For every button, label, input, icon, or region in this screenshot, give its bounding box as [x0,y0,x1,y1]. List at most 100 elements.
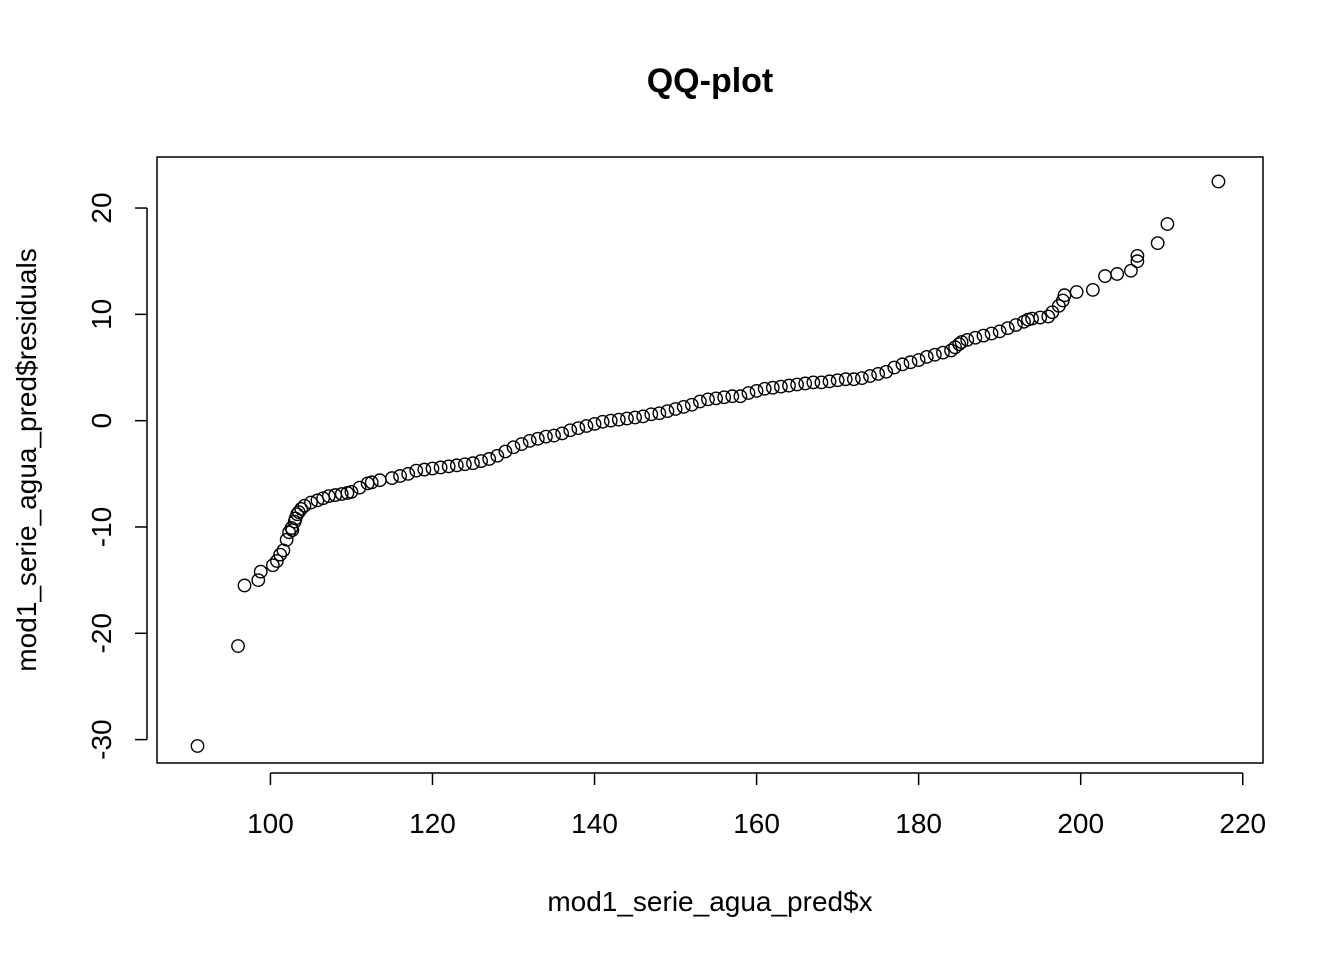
data-point [530,431,545,446]
y-tick-label: 10 [86,299,117,330]
data-point [265,558,280,573]
data-point [1000,321,1015,336]
data-point [276,543,291,558]
data-point [1069,285,1084,299]
x-tick-label: 180 [895,808,942,839]
y-tick-label: 20 [86,192,117,223]
data-point [927,347,942,362]
data-point [304,495,318,510]
data-point [514,437,529,451]
data-point [1045,305,1060,320]
data-point [879,364,894,379]
data-point [1008,318,1023,332]
data-point [741,386,756,400]
data-point [871,366,886,381]
y-tick-label: -30 [86,719,117,759]
data-point [774,379,788,394]
data-point [595,414,610,429]
data-point [636,409,651,424]
data-point [1130,248,1145,263]
data-point [992,324,1007,339]
data-point [482,452,497,466]
data-point [449,458,464,473]
data-point [364,475,379,490]
data-point [522,433,537,448]
data-point [822,374,837,389]
data-point [401,466,416,481]
data-point [270,554,284,568]
data-point [425,461,440,476]
data-point [506,440,521,455]
data-point [466,456,480,471]
data-point [1130,254,1145,269]
data-point [936,345,950,360]
data-point [409,463,424,478]
data-point [895,357,910,372]
data-point [284,521,299,535]
data-point [340,486,355,500]
data-point [251,573,266,588]
x-tick-label: 160 [733,808,780,839]
data-point [321,489,336,504]
data-point [587,416,602,431]
data-point [539,429,553,444]
data-point [765,380,780,395]
data-point [855,371,869,386]
data-point [944,343,958,358]
data-point [863,369,877,383]
data-point [790,377,804,392]
data-point [798,376,813,391]
data-point [903,355,918,370]
data-point [474,454,488,468]
data-point [782,378,796,393]
data-point [628,410,642,425]
data-point [911,353,926,367]
data-point [385,471,399,485]
y-tick-label: -20 [86,613,117,653]
data-point [644,407,659,422]
data-point [984,326,999,341]
data-point [692,394,707,409]
data-point [563,423,578,438]
data-point [952,337,967,352]
data-points [190,174,1226,753]
data-point [555,426,570,441]
data-point [231,639,245,653]
data-point [709,391,723,406]
data-point [660,404,675,418]
data-point [668,402,683,416]
data-point [490,448,505,463]
data-point [603,413,618,428]
data-point [393,469,407,483]
data-point [948,340,962,355]
data-point [838,372,853,387]
y-axis: -30 -20 -10 0 10 20 [86,192,148,760]
data-point [725,389,740,404]
data-point [887,360,902,375]
data-point [1041,309,1056,324]
data-point [919,349,934,364]
data-point [1150,236,1165,251]
data-point [457,457,472,472]
y-tick-label: -10 [86,507,117,547]
data-point [1085,282,1100,297]
plot-frame [156,156,1264,764]
data-point [334,487,349,501]
x-tick-label: 220 [1219,808,1266,839]
data-point [316,491,330,506]
data-point [372,473,387,488]
data-point [960,332,975,347]
data-point [701,392,715,407]
data-point [1124,263,1138,278]
data-point [968,330,983,345]
x-tick-label: 140 [571,808,618,839]
y-axis-label: mod1_serie_agua_pred$residuals [11,248,42,671]
data-point [433,460,448,475]
data-point [620,411,634,426]
data-point [417,462,432,477]
data-point [1017,314,1031,329]
data-point [1033,310,1048,325]
data-point [717,390,732,405]
data-point [297,498,312,513]
